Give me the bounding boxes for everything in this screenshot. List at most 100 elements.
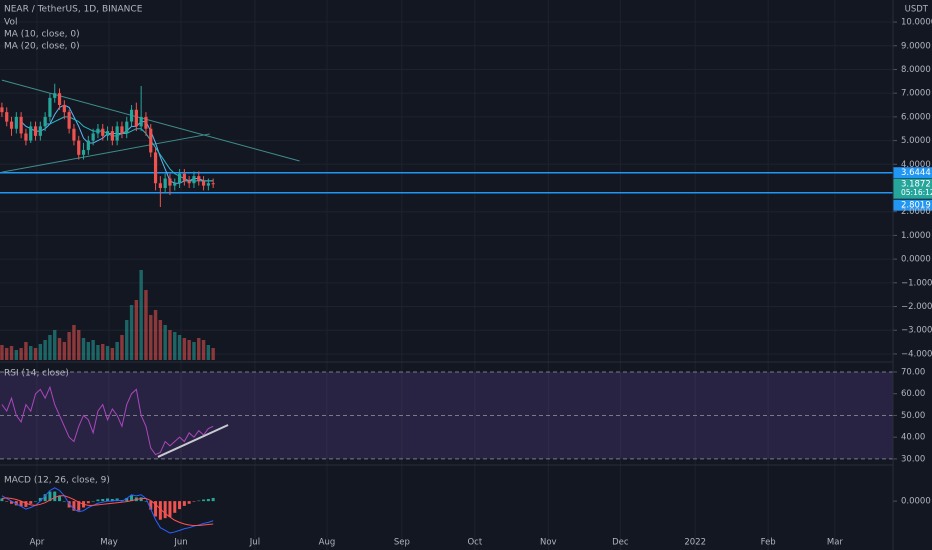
last-price-box bbox=[893, 178, 932, 199]
candle-body bbox=[177, 173, 182, 184]
candle-body bbox=[139, 116, 143, 127]
candle-body bbox=[110, 131, 114, 141]
histogram-bar bbox=[110, 499, 114, 502]
histogram-bar bbox=[125, 497, 129, 502]
histogram-bar bbox=[163, 501, 167, 519]
candle-body bbox=[53, 93, 57, 98]
candle-body bbox=[105, 131, 110, 136]
chart-title: NEAR / TetherUS, 1D, BINANCE bbox=[4, 5, 143, 15]
volume-bar bbox=[110, 348, 115, 360]
volume-bar bbox=[5, 348, 9, 360]
histogram-bar bbox=[197, 500, 201, 502]
volume-bar bbox=[144, 290, 148, 360]
candle-body bbox=[96, 128, 100, 134]
candle-body bbox=[173, 183, 177, 186]
volume-bar bbox=[149, 315, 153, 360]
volume-bar bbox=[211, 348, 215, 360]
volume-bar bbox=[129, 305, 134, 360]
candle-body bbox=[197, 176, 201, 181]
y-tick-label: 50.00 bbox=[901, 411, 925, 421]
candle-body bbox=[192, 176, 196, 184]
histogram-bar bbox=[130, 495, 134, 502]
y-tick-label: 70.00 bbox=[901, 367, 925, 377]
histogram-bar bbox=[106, 498, 110, 502]
histogram-bar bbox=[0, 498, 4, 502]
candle-body bbox=[57, 93, 62, 106]
candle-body bbox=[153, 152, 158, 184]
volume-bar bbox=[201, 340, 206, 360]
volume-bar bbox=[187, 340, 191, 360]
candle-body bbox=[72, 128, 76, 141]
last-price-label: 3.1872 bbox=[901, 180, 931, 190]
trend-line bbox=[1, 79, 300, 162]
histogram-bar bbox=[38, 497, 42, 502]
candle-body bbox=[120, 126, 124, 134]
histogram-bar bbox=[29, 501, 33, 504]
histogram-bar bbox=[77, 501, 81, 511]
macd-line bbox=[1, 495, 214, 527]
candle-body bbox=[14, 116, 18, 129]
volume-bar bbox=[91, 340, 95, 360]
candle-body bbox=[77, 140, 81, 155]
x-tick-label: Dec bbox=[612, 538, 629, 548]
rsi-line bbox=[1, 385, 214, 456]
volume-bar bbox=[206, 345, 211, 360]
y-tick-label: 9.0000 bbox=[901, 41, 931, 51]
volume-bar bbox=[86, 342, 91, 360]
histogram-bar bbox=[48, 491, 52, 502]
labels: NEAR / TetherUS, 1D, BINANCE Vol MA (10,… bbox=[4, 5, 932, 548]
volume-bar bbox=[38, 344, 43, 360]
y-tick-label: −1.0000 bbox=[901, 278, 932, 288]
y-tick-label: 2.0000 bbox=[901, 207, 931, 217]
histogram-bar bbox=[187, 501, 191, 504]
histogram-bar bbox=[53, 491, 57, 502]
candle-body bbox=[144, 116, 148, 129]
candle-body bbox=[38, 126, 42, 136]
histogram-bar bbox=[10, 501, 14, 504]
volume-bar bbox=[182, 338, 187, 360]
volume-bar bbox=[57, 338, 62, 360]
candle-body bbox=[168, 178, 172, 186]
histogram-bar bbox=[178, 501, 182, 510]
histogram-bar bbox=[34, 501, 38, 502]
y-tick-label: −4.0000 bbox=[901, 349, 932, 359]
histogram-bar bbox=[19, 501, 23, 507]
y-tick-label: 1.0000 bbox=[901, 231, 931, 241]
volume-bar bbox=[120, 335, 124, 360]
volume-bar bbox=[33, 348, 38, 360]
histogram-bar bbox=[192, 501, 196, 502]
candle-body bbox=[33, 126, 38, 136]
y-tick-label: 7.0000 bbox=[901, 89, 931, 99]
legend-entry: MA (20, close, 0) bbox=[4, 42, 80, 52]
legend-entry: MA (10, close, 0) bbox=[4, 30, 80, 40]
histogram-bar bbox=[211, 497, 215, 502]
price-label: 3.6444 bbox=[901, 168, 931, 178]
histogram-bar bbox=[182, 501, 186, 506]
histogram-bar bbox=[168, 501, 172, 518]
volume-bar bbox=[43, 340, 47, 360]
candle-body bbox=[201, 180, 206, 186]
volume-bar bbox=[0, 345, 4, 360]
volume-bar bbox=[48, 335, 52, 360]
candle-body bbox=[48, 97, 52, 117]
candle-body bbox=[206, 183, 210, 186]
volume-bar bbox=[125, 320, 129, 360]
volume-bar bbox=[177, 335, 182, 360]
histogram-bar bbox=[72, 501, 76, 511]
histogram-bar bbox=[43, 494, 47, 502]
volume-bar bbox=[62, 342, 67, 360]
candle-body bbox=[19, 116, 23, 134]
y-tick-label: 5.0000 bbox=[901, 136, 931, 146]
candle-body bbox=[125, 121, 129, 134]
histogram-bar bbox=[5, 501, 9, 502]
histogram-bar bbox=[62, 501, 66, 502]
volume-bar bbox=[197, 338, 201, 360]
volume-bar bbox=[173, 332, 177, 360]
trend-line bbox=[1, 133, 210, 173]
candle-body bbox=[163, 178, 167, 188]
histogram-bar bbox=[154, 501, 158, 517]
x-tick-label: May bbox=[100, 538, 118, 548]
volume-bar bbox=[158, 320, 163, 360]
volume-bar bbox=[9, 346, 14, 360]
